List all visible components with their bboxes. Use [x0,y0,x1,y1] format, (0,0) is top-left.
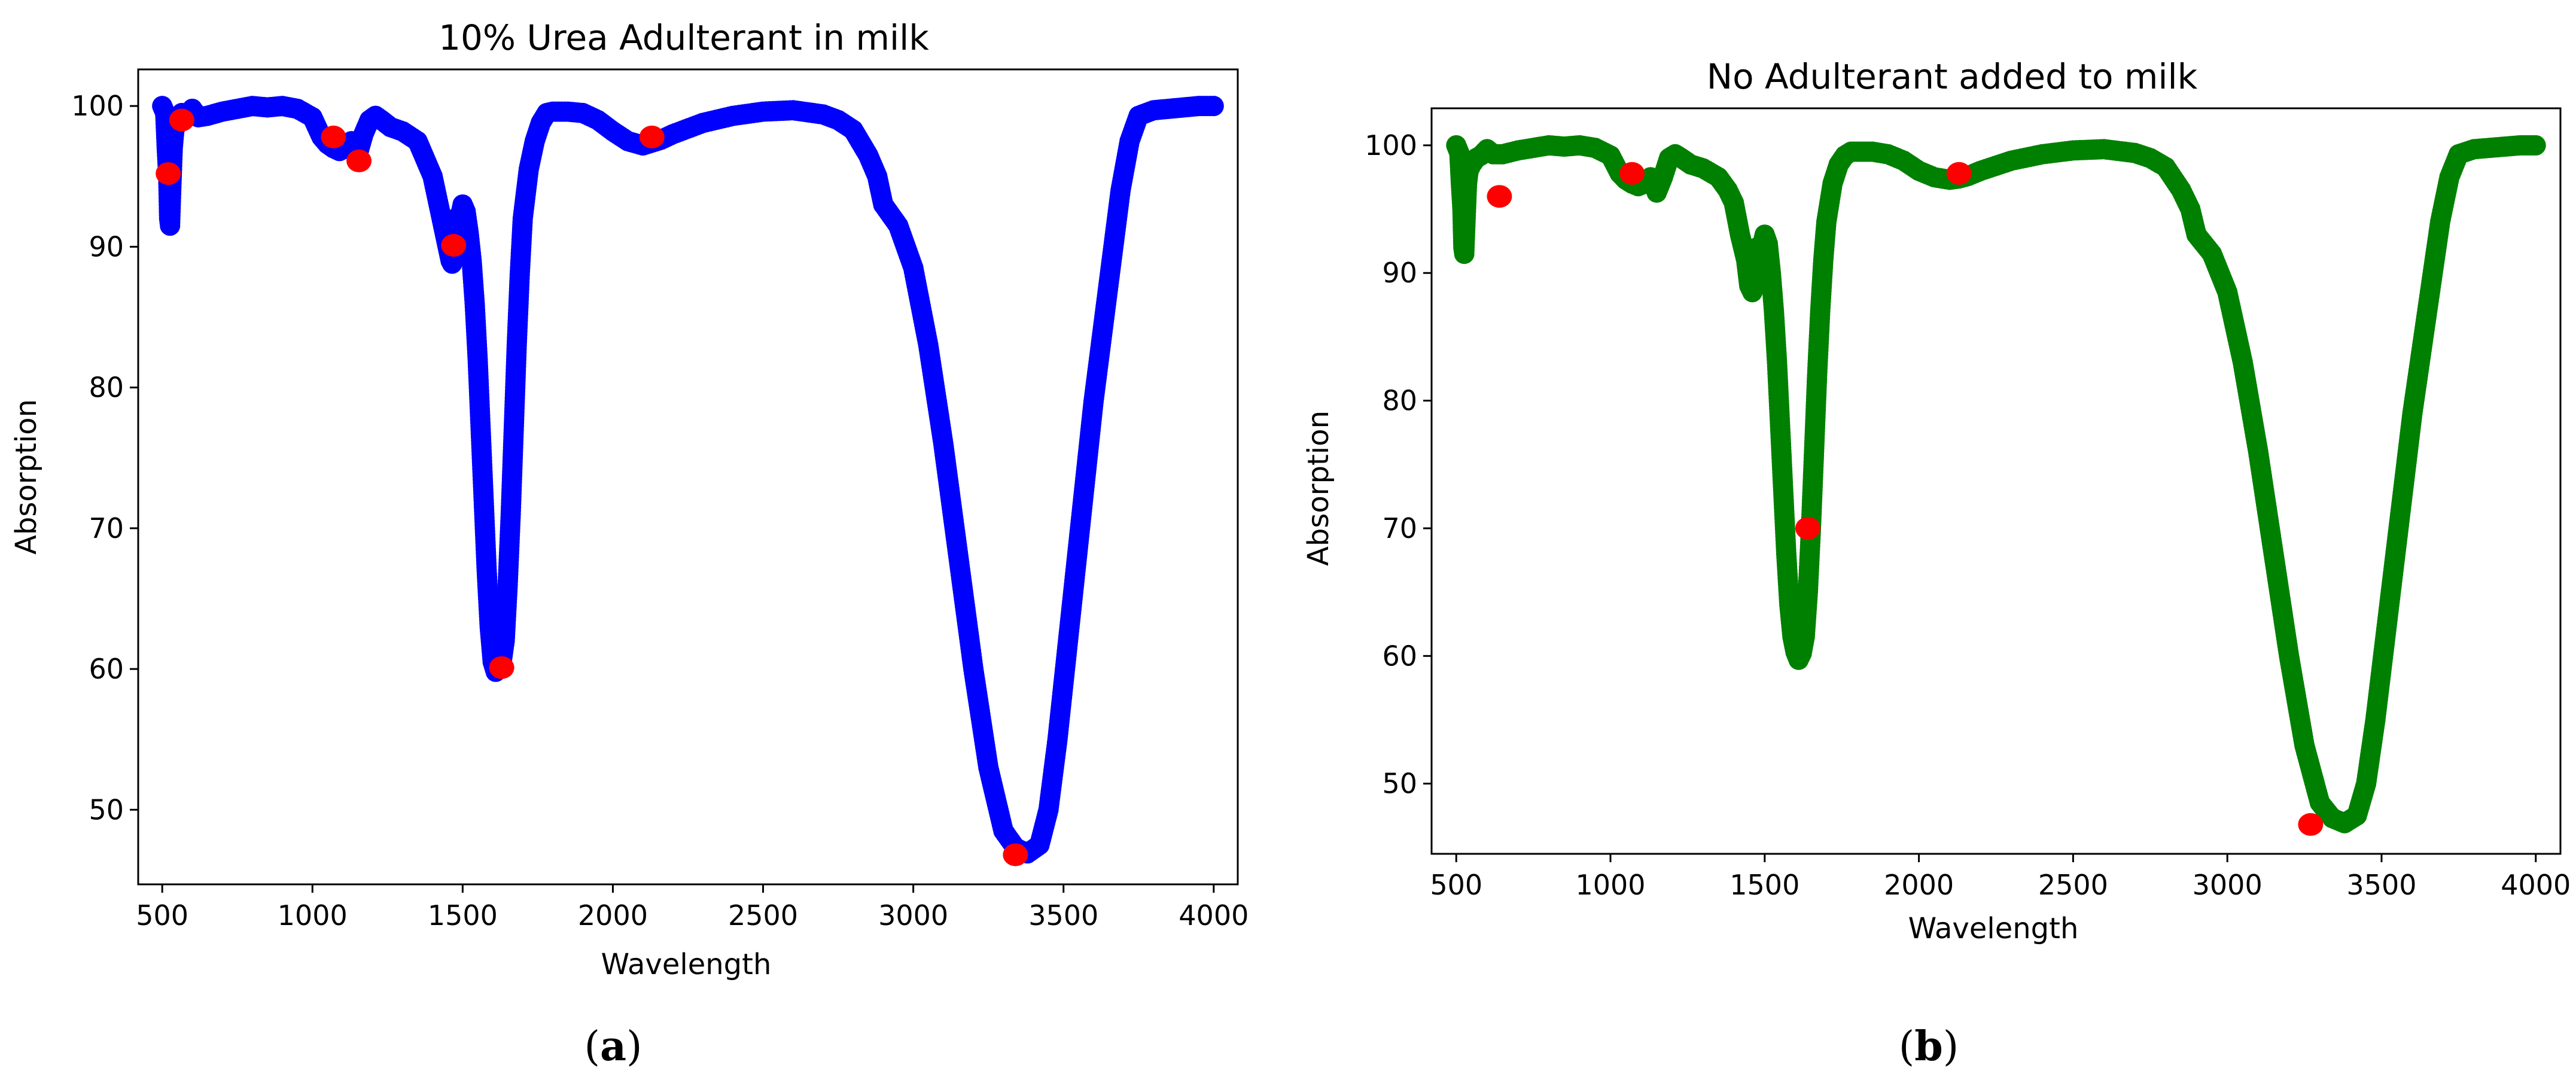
plot-frame [137,68,1239,886]
peak-point [2298,813,2324,836]
x-tick-label: 3500 [1028,899,1098,932]
panel-label-open: ( [1899,1023,1915,1070]
x-axis-ticks: 500 1000 1500 2000 2500 3000 3500 4000 [136,884,1249,932]
scatter-marks [1446,135,2546,836]
panel-label-a: (a) [584,1023,642,1070]
chart-title: 10% Urea Adulterant in milk [439,17,929,58]
x-tick-label: 500 [136,899,188,932]
panel-label-close: ) [1943,1023,1959,1070]
peak-point [441,234,467,257]
chart-title: No Adulterant added to milk [1707,56,2198,97]
x-tick-label: 3500 [2346,869,2416,901]
peak-markers [156,108,1028,866]
x-tick-label: 2000 [578,899,648,932]
panel-label-b: (b) [1899,1023,1959,1070]
peak-point [346,149,372,172]
x-tick-label: 1000 [1575,869,1645,901]
y-tick-label: 80 [89,372,124,404]
peak-point [1946,162,1972,185]
x-tick-label: 3000 [878,899,948,932]
y-tick-label: 70 [89,512,124,544]
panel-label-letter: b [1914,1023,1943,1070]
y-tick-label: 60 [1382,640,1417,672]
peak-point [1003,843,1028,866]
peak-point [1487,185,1512,208]
y-tick-label: 100 [1365,129,1417,162]
y-axis-label: Absorption [1302,410,1335,566]
panel-label-open: ( [584,1023,600,1070]
y-tick-label: 50 [89,793,124,826]
peak-point [1795,516,1820,540]
x-tick-label: 2000 [1884,869,1954,901]
peak-markers [1487,162,2324,836]
x-tick-label: 2500 [728,899,798,932]
peak-point [489,656,514,679]
peak-point [156,162,181,185]
y-axis-label: Absorption [10,399,43,555]
x-tick-label: 3000 [2193,869,2263,901]
spectrum-series [1446,135,2546,833]
y-tick-label: 90 [89,230,124,263]
plot-frame [1430,107,2562,855]
peak-point [1619,162,1645,185]
scatter-marks [152,96,1224,866]
panel-label-letter: a [600,1023,626,1070]
x-axis-label: Wavelength [1908,912,2079,945]
y-tick-label: 50 [1382,768,1417,800]
x-axis-ticks: 500 1000 1500 2000 2500 3000 3500 4000 [1430,854,2571,901]
y-tick-label: 70 [1382,512,1417,544]
peak-point [639,125,665,148]
panel-label-close: ) [626,1023,643,1070]
y-tick-label: 80 [1382,385,1417,417]
y-axis-ticks: 50 60 70 80 90 100 [1365,129,1432,800]
y-tick-label: 60 [89,653,124,685]
x-tick-label: 4000 [1179,899,1249,932]
y-tick-label: 100 [71,90,124,122]
x-tick-label: 1500 [1729,869,1799,901]
data-point [1203,96,1224,117]
x-tick-label: 4000 [2501,869,2571,901]
data-point [2525,135,2546,156]
y-axis-ticks: 50 60 70 80 90 100 [71,90,138,826]
chart-panel-b: No Adulterant added to milk 50 60 70 80 90 10… [1302,56,2571,1070]
y-tick-label: 90 [1382,257,1417,289]
peak-point [169,108,194,132]
chart-panel-a: 10% Urea Adulterant in milk 50 60 70 80 90 10… [10,17,1249,1070]
x-axis-label: Wavelength [601,948,772,981]
peak-point [321,125,346,148]
x-tick-label: 500 [1430,869,1482,901]
x-tick-label: 1500 [428,899,498,932]
x-tick-label: 2500 [2038,869,2108,901]
x-tick-label: 1000 [278,899,348,932]
